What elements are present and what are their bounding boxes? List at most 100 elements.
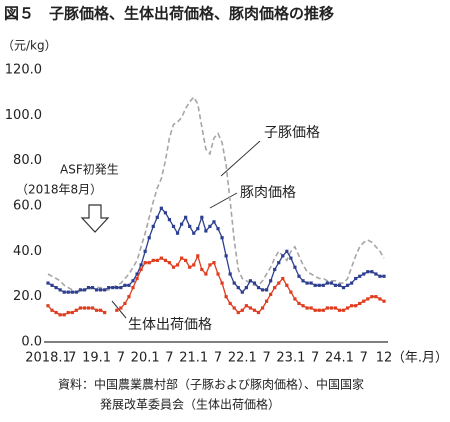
data-point xyxy=(248,306,253,310)
data-point xyxy=(127,283,131,287)
y-tick-label: 100.0 xyxy=(5,108,42,123)
data-point xyxy=(147,236,151,240)
x-tick-label: 2018.1 xyxy=(25,351,71,366)
data-point xyxy=(341,286,346,290)
data-point xyxy=(350,281,354,285)
x-tick-label: 7 xyxy=(311,351,319,366)
y-tick-label: 0.0 xyxy=(21,335,42,350)
data-point xyxy=(354,304,358,308)
data-point xyxy=(256,286,261,290)
data-point xyxy=(62,313,66,317)
data-point xyxy=(321,308,325,312)
data-point xyxy=(70,310,74,315)
arrow xyxy=(80,204,110,233)
data-point xyxy=(285,283,289,287)
data-point xyxy=(192,231,196,235)
y-tick-label: 120.0 xyxy=(5,63,42,78)
data-point xyxy=(123,283,127,287)
data-point xyxy=(50,283,54,287)
data-point xyxy=(370,295,374,299)
x-tick-label: 7 xyxy=(214,351,222,366)
x-tick-label: 24.1 xyxy=(325,351,354,366)
data-point xyxy=(163,258,167,262)
data-point xyxy=(260,288,265,292)
data-point xyxy=(370,270,374,274)
data-point xyxy=(277,261,281,265)
data-point xyxy=(74,290,78,294)
data-point xyxy=(333,306,338,310)
data-point xyxy=(273,267,277,272)
data-point xyxy=(366,270,370,274)
data-point xyxy=(321,283,325,287)
data-point xyxy=(329,281,333,285)
data-point xyxy=(240,290,244,294)
data-point xyxy=(131,279,135,283)
x-tick-label: 7 xyxy=(117,351,125,366)
x-tick-label: 7 xyxy=(68,351,76,366)
data-point xyxy=(184,215,188,219)
x-tick-label: 7 xyxy=(165,351,173,366)
data-point xyxy=(50,308,54,312)
data-point xyxy=(179,256,184,260)
data-point xyxy=(115,308,119,312)
data-point xyxy=(350,304,354,308)
data-point xyxy=(192,263,196,267)
data-point xyxy=(54,286,58,290)
data-point xyxy=(139,263,143,267)
data-point xyxy=(317,283,321,287)
data-point xyxy=(232,306,236,310)
data-point xyxy=(200,215,204,219)
data-point xyxy=(256,310,261,315)
series-label: 豚肉価格 xyxy=(240,185,296,201)
data-point xyxy=(167,261,172,265)
data-point xyxy=(337,283,342,287)
data-point xyxy=(82,306,87,310)
data-point xyxy=(212,261,216,265)
data-point xyxy=(135,276,139,281)
data-point xyxy=(220,281,224,285)
data-point xyxy=(159,256,163,260)
data-point xyxy=(58,288,62,292)
data-point xyxy=(313,283,317,287)
data-point xyxy=(196,227,200,231)
data-point xyxy=(309,306,313,310)
data-point xyxy=(265,299,269,303)
data-point xyxy=(66,310,70,315)
y-tick-label: 40.0 xyxy=(13,244,42,259)
data-point xyxy=(382,274,386,278)
leader-line xyxy=(209,192,238,209)
data-point xyxy=(171,265,176,269)
data-point xyxy=(281,254,285,258)
data-point xyxy=(103,310,107,315)
data-point xyxy=(46,281,50,285)
data-point xyxy=(293,297,297,301)
data-point xyxy=(366,297,370,301)
data-point xyxy=(362,299,366,303)
data-point xyxy=(244,304,248,308)
data-point xyxy=(127,295,131,299)
data-point xyxy=(119,306,123,310)
data-point xyxy=(175,231,180,235)
data-point xyxy=(188,224,192,228)
data-point xyxy=(248,279,253,283)
data-point xyxy=(62,290,66,294)
data-point xyxy=(147,261,151,265)
data-point xyxy=(265,288,269,292)
data-point xyxy=(269,279,273,283)
data-point xyxy=(309,281,313,285)
data-point xyxy=(301,279,305,283)
data-point xyxy=(208,263,212,267)
annotation: ASF初発生 xyxy=(60,163,119,177)
data-point xyxy=(240,308,244,312)
chart-title: 図５ 子豚価格、生体出荷価格、豚肉価格の推移 xyxy=(4,5,334,23)
data-point xyxy=(155,258,159,262)
data-point xyxy=(289,256,293,260)
data-point xyxy=(374,272,378,276)
data-point xyxy=(354,276,358,281)
data-point xyxy=(143,261,147,265)
data-point xyxy=(305,306,309,310)
data-point xyxy=(155,215,159,219)
data-point xyxy=(212,220,216,224)
x-tick-label: 21.1 xyxy=(179,351,208,366)
data-point xyxy=(228,301,232,306)
